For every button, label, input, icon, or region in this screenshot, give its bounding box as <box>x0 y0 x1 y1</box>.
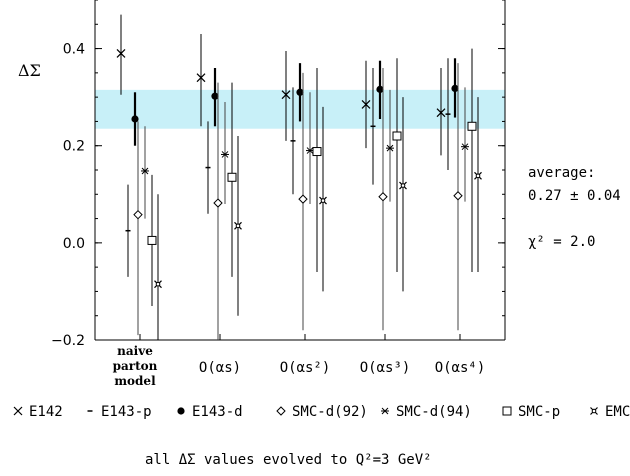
series-e142 <box>116 14 446 156</box>
marker-square <box>392 131 402 141</box>
marker-emc <box>155 281 161 287</box>
legend-item: E143-p <box>87 404 152 420</box>
marker-emc <box>475 173 481 179</box>
chi-squared-label: χ² = 2.0 <box>528 234 595 250</box>
average-label: average: <box>528 165 595 181</box>
x-category-label: O(αs²) <box>280 360 331 376</box>
y-axis-label: ΔΣ <box>18 61 41 80</box>
marker-x <box>361 100 371 109</box>
marker-emc <box>591 408 597 414</box>
marker-x <box>116 49 126 58</box>
y-tick-label: 0.0 <box>63 236 85 252</box>
x-category-label: naive parton model <box>113 344 158 388</box>
x-category-label: O(αs³) <box>360 360 411 376</box>
marker-square <box>502 406 512 416</box>
y-tick-label: 0.2 <box>63 139 85 155</box>
marker-square <box>467 121 477 131</box>
legend-item: SMC-p <box>502 404 560 420</box>
series-emc <box>154 97 482 340</box>
marker-diamond <box>133 209 143 220</box>
legend-label: SMC-d(92) <box>292 404 368 420</box>
marker-dot <box>376 85 384 93</box>
legend: E142 E143-p E143-d SMC-d(92) SMC-d(94) SMC-p E… <box>13 404 630 420</box>
legend-item: E143-d <box>177 404 243 420</box>
y-tick-label: −0.2 <box>51 333 85 349</box>
legend-label: E142 <box>29 404 63 420</box>
marker-dot <box>296 88 304 96</box>
legend-label: SMC-p <box>518 404 560 420</box>
marker-x <box>196 73 206 83</box>
marker-dot <box>131 115 139 123</box>
plot-area: 0.4 0.2 0.0 −0.2 naive parton model O(αs) O(αs²)… <box>51 0 506 388</box>
series-smc-d-92- <box>133 63 463 340</box>
legend-item: SMC-d(94) <box>381 404 472 420</box>
x-category-label: O(αs⁴) <box>435 360 486 376</box>
marker-x <box>281 90 291 100</box>
y-tick-label: 0.4 <box>63 42 85 58</box>
marker-diamond <box>213 198 223 208</box>
marker-emc <box>400 183 406 188</box>
series-e143-p <box>125 58 451 277</box>
axis-labels: ΔΣ <box>18 61 41 80</box>
marker-diamond <box>378 192 388 202</box>
legend-item: SMC-d(92) <box>276 404 368 420</box>
legend-item: EMC <box>590 404 630 420</box>
series-smc-d-94- <box>141 87 469 219</box>
marker-dot <box>451 84 459 92</box>
legend-label: E143-d <box>192 404 243 420</box>
marker-square <box>227 172 237 182</box>
legend-label: EMC <box>605 404 630 420</box>
marker-emc <box>235 223 241 229</box>
marker-x <box>13 406 23 416</box>
series-smc-p <box>147 48 477 306</box>
series-e143-d <box>131 58 459 146</box>
marker-x <box>436 108 446 118</box>
marker-diamond <box>276 406 286 416</box>
side-panel: average: 0.27 ± 0.04 χ² = 2.0 <box>528 165 621 250</box>
chart-marks <box>116 14 482 340</box>
marker-diamond <box>298 194 308 204</box>
legend-label: SMC-d(94) <box>396 404 472 420</box>
x-category-label: O(αs) <box>199 360 241 376</box>
marker-emc <box>320 198 326 203</box>
marker-square <box>147 235 157 245</box>
footer-note: all ΔΣ values evolved to Q²=3 GeV² <box>145 452 432 468</box>
marker-dot <box>177 407 185 415</box>
legend-item: E142 <box>13 404 63 420</box>
legend-label: E143-p <box>101 404 152 420</box>
marker-square <box>312 147 322 157</box>
average-value: 0.27 ± 0.04 <box>528 188 621 204</box>
marker-dot <box>211 92 219 100</box>
marker-diamond <box>453 191 463 201</box>
